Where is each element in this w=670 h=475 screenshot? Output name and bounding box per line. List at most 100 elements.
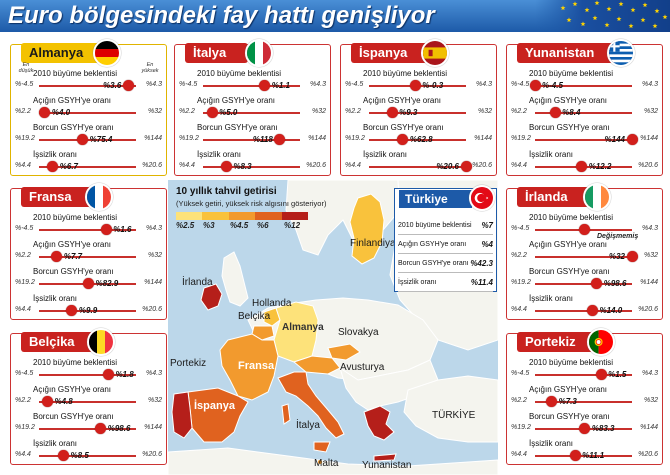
range-max: %32	[643, 397, 658, 404]
turkiye-row-label: İşsizlik oranı	[398, 279, 437, 286]
range-max: %32	[147, 108, 162, 115]
map-label-irlanda: İrlanda	[182, 277, 213, 288]
value-label: %14.0	[599, 306, 623, 315]
map-label-hollanda: Hollanda	[252, 298, 292, 309]
eu-star-icon	[628, 23, 634, 29]
value-marker	[259, 80, 271, 91]
range-track: %3.6	[39, 80, 136, 91]
value-marker	[569, 450, 581, 461]
panel-fransa: Fransa 2010 büyüme beklentisi %-4.5 %4.3 %1.…	[10, 183, 167, 320]
value-marker	[77, 134, 89, 145]
panel-title-irlanda: İrlanda	[517, 187, 590, 207]
range-max: %144	[640, 279, 658, 286]
range-min: %2.2	[511, 108, 527, 115]
range-max: %32	[477, 108, 492, 115]
fransa-flag-icon	[85, 183, 113, 211]
turkiye-title: Türkiye	[399, 190, 472, 208]
value-label: %4.8	[54, 397, 73, 406]
ispanya-flag-icon	[421, 39, 449, 67]
indicator-debt: Borcun GSYH'ye oranı %19.2 %144 %144	[511, 123, 658, 149]
indicator-label: 2010 büyüme beklentisi	[33, 213, 118, 222]
range-track	[535, 224, 632, 235]
range-min: %19.2	[345, 135, 365, 142]
value-marker	[122, 80, 134, 91]
portekiz-shape	[171, 391, 193, 439]
range-min: %4.4	[179, 162, 195, 169]
range-max: %20.6	[472, 162, 492, 169]
map-label-ispanya: İspanya	[194, 400, 235, 412]
indicator-label: 2010 büyüme beklentisi	[33, 358, 118, 367]
indicator-label: Borcun GSYH'ye oranı	[529, 267, 610, 276]
range-max: %20.6	[638, 162, 658, 169]
value-marker	[100, 224, 112, 235]
eu-star-icon	[654, 8, 660, 14]
indicator-unemployment: İşsizlik oranı %4.4 %20.6 %12.2	[511, 150, 658, 176]
value-label: %11.1	[582, 451, 605, 460]
indicator-unemployment: İşsizlik oranı %4.4 %20.6 %20.6	[345, 150, 492, 176]
range-min: %-4.5	[15, 370, 34, 377]
range-track: %1.5	[535, 369, 632, 380]
range-max: %32	[147, 252, 162, 259]
range-max: %32	[643, 108, 658, 115]
indicator-label: Açığın GSYH'ye oranı	[33, 96, 112, 105]
portekiz-flag-icon	[587, 328, 615, 356]
turkiye-flag-icon	[469, 185, 495, 211]
bond-tick-label: %2.5	[176, 221, 195, 230]
panel-yunanistan: Yunanistan 2010 büyüme beklentisi %-4.5 %4.…	[506, 39, 663, 176]
irlanda-flag-icon	[583, 183, 611, 211]
range-track: %98.6	[535, 278, 632, 289]
indicator-growth: 2010 büyüme beklentisi %-4.5 %4.3 %1.1	[179, 69, 326, 95]
eu-star-icon	[560, 5, 566, 11]
range-track: %7.3	[535, 396, 632, 407]
range-track: %82.9	[39, 278, 136, 289]
value-label: %7.7	[63, 252, 83, 261]
range-max: %4.3	[146, 225, 162, 232]
indicator-deficit: Açığın GSYH'ye oranı %2.2 %32 %5.0	[179, 96, 326, 122]
indicator-label: Borcun GSYH'ye oranı	[33, 412, 114, 421]
value-label: %62.8	[409, 135, 433, 144]
value-marker	[529, 80, 541, 91]
range-max: %4.3	[146, 370, 162, 377]
bond-legend-subtitle: (Yüksek getiri, yüksek risk algısını gös…	[176, 199, 327, 208]
value-label: %144	[604, 135, 625, 144]
range-min: %4.4	[511, 306, 527, 313]
range-max: %144	[474, 135, 492, 142]
eu-star-icon	[604, 22, 610, 28]
range-track: %7.7	[39, 251, 136, 262]
turkiye-row-value: %42.3	[470, 259, 493, 268]
value-marker	[102, 369, 114, 380]
bond-color-swatch	[281, 212, 309, 220]
value-label: %1.6	[113, 225, 132, 234]
fransa-shape	[219, 333, 279, 401]
range-min: %2.2	[15, 397, 31, 404]
range-track: %1.8	[39, 369, 136, 380]
range-min: %19.2	[179, 135, 199, 142]
indicator-deficit: Açığın GSYH'ye oranı %2.2 %32 %7.3	[511, 385, 658, 411]
range-min: %4.4	[15, 451, 31, 458]
range-min: %-4.5	[15, 81, 34, 88]
range-min: %-4.5	[15, 225, 34, 232]
indicator-growth: 2010 büyüme beklentisi %-4.5 %4.3 %1.5	[511, 358, 658, 384]
range-max: %144	[640, 424, 658, 431]
eu-star-icon	[662, 14, 668, 20]
range-min: %-4.5	[179, 81, 198, 88]
indicator-debt: Borcun GSYH'ye oranı %19.2 %144 %98.6	[15, 412, 162, 438]
indicator-label: İşsizlik oranı	[197, 150, 242, 159]
bond-tick-label: %3	[203, 221, 215, 230]
indicator-label: Borcun GSYH'ye oranı	[33, 267, 114, 276]
indicator-growth: 2010 büyüme beklentisi %-4.5 %4.3	[511, 213, 658, 239]
map-label-avusturya: Avusturya	[340, 362, 385, 373]
value-marker	[579, 224, 591, 235]
value-marker	[546, 396, 558, 407]
range-max: %144	[308, 135, 326, 142]
map-label-yunanistan: Yunanistan	[362, 460, 412, 471]
range-track: %75.4	[39, 134, 136, 145]
crete-shape	[373, 453, 397, 462]
value-marker	[51, 251, 63, 262]
value-label: %4.0	[51, 108, 71, 117]
range-max: %20.6	[142, 451, 162, 458]
value-label: %82.9	[95, 279, 119, 288]
ispanya-shape	[187, 387, 249, 443]
range-max: %32	[147, 397, 162, 404]
value-marker	[39, 107, 51, 118]
